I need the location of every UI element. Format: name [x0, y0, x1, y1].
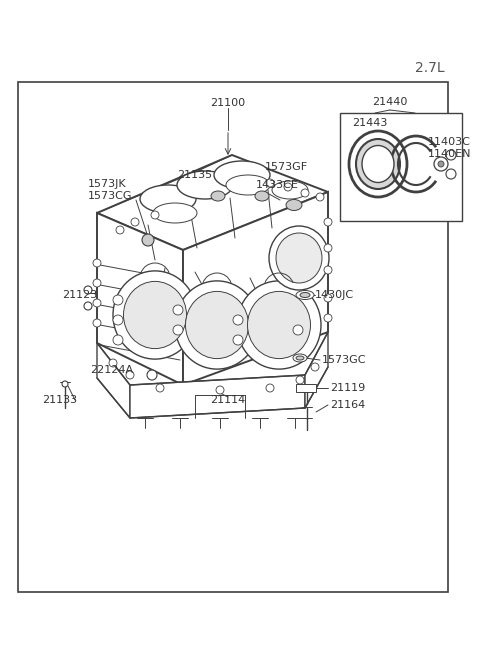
Text: 21119: 21119 — [330, 383, 365, 393]
Circle shape — [438, 161, 444, 167]
Text: 2.7L: 2.7L — [415, 61, 445, 75]
Circle shape — [84, 286, 92, 294]
Text: 1573GF: 1573GF — [265, 162, 308, 172]
Ellipse shape — [269, 226, 329, 290]
Ellipse shape — [123, 282, 187, 348]
Circle shape — [93, 259, 101, 267]
Ellipse shape — [272, 181, 308, 199]
Polygon shape — [305, 332, 328, 408]
Ellipse shape — [175, 281, 259, 369]
Circle shape — [324, 266, 332, 274]
Circle shape — [266, 384, 274, 392]
Polygon shape — [97, 155, 328, 250]
Circle shape — [324, 218, 332, 226]
Circle shape — [93, 279, 101, 287]
Circle shape — [173, 325, 183, 335]
Circle shape — [147, 370, 157, 380]
Text: 1573GC: 1573GC — [322, 355, 367, 365]
Text: 21135: 21135 — [178, 170, 213, 180]
Ellipse shape — [226, 175, 270, 195]
Text: 11403C
1140EN: 11403C 1140EN — [428, 137, 471, 159]
Circle shape — [151, 211, 159, 219]
Circle shape — [293, 325, 303, 335]
Ellipse shape — [153, 203, 197, 223]
Text: 22124A: 22124A — [90, 365, 133, 375]
Ellipse shape — [211, 191, 225, 201]
Circle shape — [434, 157, 448, 171]
Circle shape — [62, 381, 68, 387]
Circle shape — [446, 150, 456, 160]
Circle shape — [446, 169, 456, 179]
Circle shape — [266, 179, 274, 187]
Circle shape — [316, 193, 324, 201]
Text: 1430JC: 1430JC — [315, 290, 354, 300]
Circle shape — [93, 319, 101, 327]
Text: 21443: 21443 — [352, 118, 387, 128]
Text: 21100: 21100 — [210, 98, 246, 108]
Text: 21164: 21164 — [330, 400, 365, 410]
Ellipse shape — [248, 291, 311, 358]
Circle shape — [109, 359, 117, 367]
Text: 1433CE: 1433CE — [256, 180, 299, 190]
Circle shape — [173, 305, 183, 315]
Bar — [340, 113, 462, 221]
Ellipse shape — [296, 291, 314, 299]
Circle shape — [113, 295, 123, 305]
Ellipse shape — [255, 191, 269, 201]
Circle shape — [311, 363, 319, 371]
Polygon shape — [183, 192, 328, 385]
Ellipse shape — [140, 185, 196, 213]
Circle shape — [324, 294, 332, 302]
Circle shape — [113, 315, 123, 325]
Circle shape — [324, 314, 332, 322]
Ellipse shape — [214, 161, 270, 189]
Ellipse shape — [362, 145, 394, 183]
Circle shape — [93, 299, 101, 307]
Circle shape — [131, 218, 139, 226]
Polygon shape — [97, 213, 183, 385]
Circle shape — [296, 376, 304, 384]
Ellipse shape — [293, 354, 307, 362]
Ellipse shape — [177, 171, 233, 199]
Circle shape — [233, 335, 243, 345]
Circle shape — [116, 226, 124, 234]
Circle shape — [233, 315, 243, 325]
Circle shape — [324, 244, 332, 252]
Ellipse shape — [286, 200, 302, 210]
Ellipse shape — [349, 131, 407, 197]
Polygon shape — [130, 375, 305, 418]
Ellipse shape — [300, 293, 310, 297]
Text: 21133: 21133 — [42, 395, 77, 405]
Polygon shape — [296, 384, 316, 392]
Circle shape — [301, 189, 309, 197]
Circle shape — [142, 234, 154, 246]
Ellipse shape — [296, 356, 304, 360]
Text: 21123: 21123 — [62, 290, 97, 300]
Circle shape — [126, 371, 134, 379]
Bar — [18, 82, 448, 592]
Ellipse shape — [276, 233, 322, 283]
Text: 1573JK
1573CG: 1573JK 1573CG — [88, 179, 132, 201]
Ellipse shape — [113, 271, 197, 359]
Circle shape — [84, 302, 92, 310]
Circle shape — [156, 384, 164, 392]
Ellipse shape — [237, 281, 321, 369]
Ellipse shape — [356, 139, 400, 189]
Circle shape — [113, 335, 123, 345]
Text: 21440: 21440 — [372, 97, 408, 107]
Polygon shape — [97, 343, 130, 418]
Text: 21114: 21114 — [210, 395, 246, 405]
Ellipse shape — [185, 291, 249, 358]
Circle shape — [284, 183, 292, 191]
Circle shape — [216, 386, 224, 394]
